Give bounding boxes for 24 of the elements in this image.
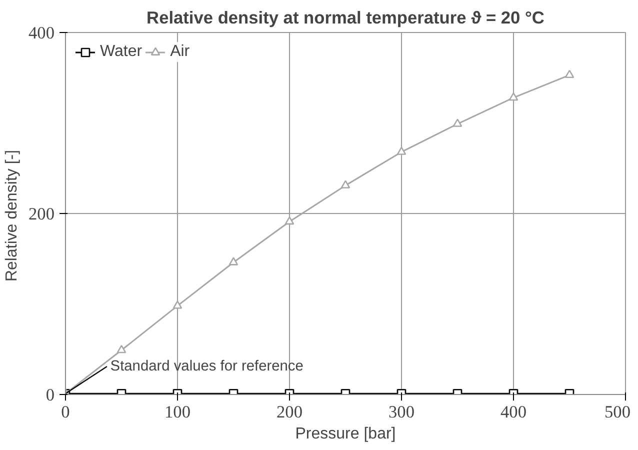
point (396, 146, 406, 155)
x-tick-label: 300 (388, 402, 415, 422)
point (508, 92, 518, 101)
x-tick-label: 100 (164, 402, 191, 422)
y-tick-label: 400 (28, 24, 55, 42)
chart-title: Relative density at normal temperature ϑ = 20 °C (146, 8, 545, 28)
y-tick-label: 200 (28, 204, 55, 224)
x-tick-label: 400 (500, 402, 527, 422)
x-tick-label: 200 (276, 402, 303, 422)
legend-label: Water (100, 43, 142, 61)
point (172, 300, 182, 309)
annotation: Standard values for reference (110, 358, 304, 374)
point (116, 344, 126, 354)
y-axis-title: Relative density [-] (4, 150, 21, 282)
x-tick-label: 500 (604, 402, 631, 422)
x-axis-title: Pressure [bar] (295, 426, 396, 442)
point (284, 216, 294, 225)
point (564, 70, 574, 78)
point (340, 180, 350, 188)
legend-label: Air (170, 43, 190, 61)
point (452, 118, 462, 127)
y-tick-label: 0 (46, 386, 55, 404)
point (228, 257, 238, 266)
x-tick-label: 0 (61, 402, 70, 422)
